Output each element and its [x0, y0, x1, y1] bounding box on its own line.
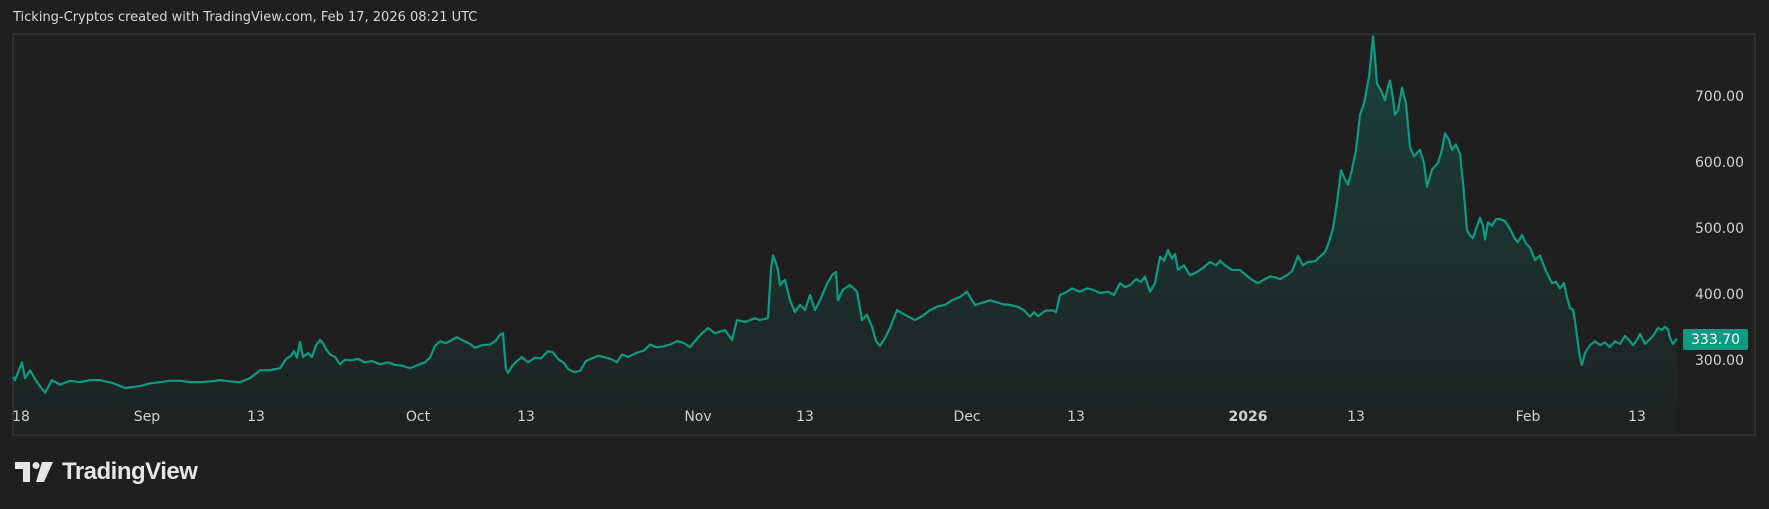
time-axis-label: Feb [1515, 409, 1541, 425]
price-axis-label: 400.00 [1695, 287, 1744, 303]
time-axis-label: 13 [1347, 409, 1365, 425]
time-axis-label: Dec [953, 409, 981, 425]
time-axis-label: 2026 [1228, 409, 1268, 425]
time-axis-label: 13 [796, 409, 814, 425]
chart-caption: Ticking-Cryptos created with TradingView… [13, 10, 478, 25]
time-axis-label: Oct [405, 409, 431, 425]
chart-frame[interactable] [12, 33, 1756, 436]
time-axis-label: 18 [12, 409, 30, 425]
last-price-badge: 333.70 [1683, 329, 1748, 350]
price-area-fill [13, 36, 1677, 434]
tradingview-logo[interactable]: TradingView [15, 458, 198, 486]
price-axis-label: 300.00 [1695, 353, 1744, 369]
time-axis-label: 13 [247, 409, 265, 425]
time-axis-label: Nov [684, 409, 712, 425]
time-axis-label: 13 [517, 409, 535, 425]
price-axis-label: 500.00 [1695, 221, 1744, 237]
time-axis-label: 13 [1067, 409, 1085, 425]
price-axis-label: 700.00 [1695, 89, 1744, 105]
time-axis-label: 13 [1628, 409, 1646, 425]
tradingview-logo-text: TradingView [62, 458, 198, 485]
price-line [12, 35, 1678, 394]
tradingview-logo-icon [15, 462, 53, 482]
time-axis-label: Sep [133, 409, 161, 425]
price-axis-label: 600.00 [1695, 155, 1744, 171]
